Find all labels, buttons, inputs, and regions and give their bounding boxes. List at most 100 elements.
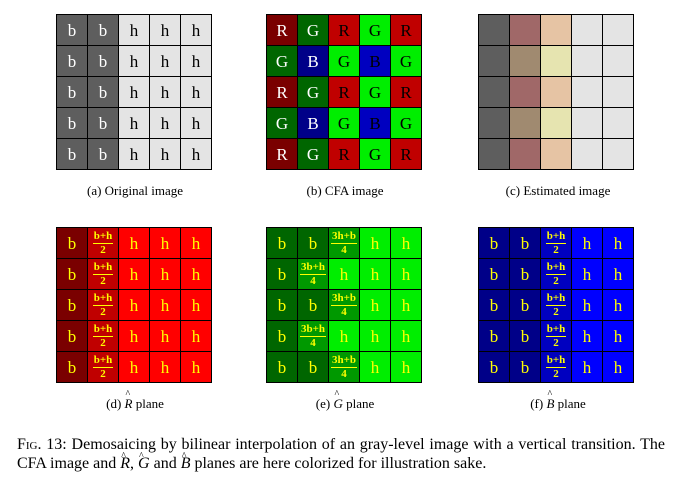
panel-b-cell: B	[298, 46, 329, 77]
panel-e-grid: b b 3h+b 4 h h b 3b+h 4 h h h b b 3h+b 4 h h b 3b+h 4 h h h b b 3h…	[266, 227, 422, 383]
panel-f-cell: b	[479, 321, 510, 352]
panel-b-cell: G	[360, 77, 391, 108]
panel-c-cell	[510, 108, 541, 139]
fraction-numerator: 3b+h	[299, 322, 326, 337]
fraction-denominator: 2	[100, 243, 106, 256]
panel-b-cell: G	[360, 15, 391, 46]
panel-c-cell	[572, 139, 603, 170]
caption-c: (c) Estimated image	[505, 183, 611, 198]
caption-f-letter: B	[546, 389, 554, 412]
panel-d-cell: b+h 2	[88, 290, 119, 321]
panel-c-cell	[541, 46, 572, 77]
panel-c-cell	[479, 108, 510, 139]
panel-b-cell: R	[329, 15, 360, 46]
panel-a-cell: b	[57, 77, 88, 108]
panel-c-cell	[479, 46, 510, 77]
panel-d-cell: b	[57, 352, 88, 383]
fraction-value: b+h 2	[92, 322, 114, 349]
panel-c-cell	[510, 15, 541, 46]
panel-f-cell: h	[603, 228, 634, 259]
caption-e-suffix: plane	[342, 396, 375, 411]
panel-c-cell	[572, 46, 603, 77]
panel-a-cell: b	[88, 108, 119, 139]
panel-f-cell: h	[572, 259, 603, 290]
panel-a-cell: b	[88, 46, 119, 77]
panel-b-cell: B	[298, 108, 329, 139]
panel-a-cell: h	[181, 15, 212, 46]
panel-a-cell: h	[119, 108, 150, 139]
panel-d-cell: h	[119, 228, 150, 259]
fraction-denominator: 2	[553, 336, 559, 349]
fraction-denominator: 4	[341, 243, 347, 256]
panel-a-cell: b	[57, 139, 88, 170]
panel-a-cell: h	[119, 15, 150, 46]
figure-caption-r: R	[120, 447, 130, 473]
panel-d-cell: h	[181, 290, 212, 321]
panel-e-cell: 3h+b 4	[329, 290, 360, 321]
panel-e-cell: b	[267, 321, 298, 352]
fraction-denominator: 4	[341, 367, 347, 380]
fraction-numerator: b+h	[545, 260, 567, 275]
caption-e: (e) G plane	[235, 389, 455, 412]
panel-d-cell: h	[119, 352, 150, 383]
caption-f-prefix: (f)	[530, 396, 547, 411]
panel-c-cell	[510, 139, 541, 170]
panel-f-cell: b	[479, 290, 510, 321]
panel-d-cell: b+h 2	[88, 259, 119, 290]
figure-caption: Fig. 13: Demosaicing by bilinear interpo…	[17, 435, 665, 473]
panel-b-cell: R	[267, 15, 298, 46]
panel-a-cell: h	[150, 46, 181, 77]
panel-d-cell: h	[181, 321, 212, 352]
panel-e-cell: h	[360, 228, 391, 259]
panel-e-cell: b	[298, 228, 329, 259]
caption-b: (b) CFA image	[306, 183, 384, 198]
panel-e-cell: 3h+b 4	[329, 352, 360, 383]
panel-f-grid: b b b+h 2 h h b b b+h 2 h h b b b+h 2 h h b b b+h 2 h h b b b+h 2 h h	[478, 227, 634, 383]
panel-d-cell: h	[150, 259, 181, 290]
panel-b-cell: R	[391, 139, 422, 170]
fraction-value: 3h+b 4	[330, 292, 357, 318]
panel-f-cell: b	[479, 228, 510, 259]
fraction-numerator: b+h	[545, 229, 567, 244]
panel-b-cell: G	[329, 108, 360, 139]
panel-b-cell: R	[329, 139, 360, 170]
caption-f: (f) B plane	[448, 389, 668, 412]
panel-a-cell: b	[57, 46, 88, 77]
panel-f-cell: h	[572, 290, 603, 321]
panel-a-cell: b	[57, 108, 88, 139]
fraction-numerator: b+h	[92, 260, 114, 275]
panel-c-cell	[572, 108, 603, 139]
panel-a-cell: h	[181, 139, 212, 170]
fraction-denominator: 2	[553, 243, 559, 256]
panel-f-cell: b+h 2	[541, 352, 572, 383]
panel-e-cell: h	[360, 259, 391, 290]
panel-f-cell: b+h 2	[541, 290, 572, 321]
panel-e-cell: 3h+b 4	[329, 228, 360, 259]
panel-a-cell: h	[119, 46, 150, 77]
panel-e-cell: h	[360, 290, 391, 321]
panel-a-cell: h	[119, 77, 150, 108]
caption-d-suffix: plane	[132, 396, 164, 411]
panel-d-cell: b+h 2	[88, 352, 119, 383]
panel-e-cell: h	[391, 352, 422, 383]
panel-b-cell: G	[329, 46, 360, 77]
panel-b-cell: G	[267, 46, 298, 77]
panel-e-cell: 3b+h 4	[298, 321, 329, 352]
fraction-value: b+h 2	[545, 229, 567, 256]
fraction-denominator: 4	[310, 336, 316, 349]
panel-e-cell: h	[391, 290, 422, 321]
fraction-numerator: b+h	[92, 322, 114, 337]
fraction-value: b+h 2	[92, 292, 114, 318]
panel-e-cell: h	[329, 259, 360, 290]
panel-d-cell: h	[181, 259, 212, 290]
panel-a-cell: h	[150, 108, 181, 139]
panel-c-cell	[510, 46, 541, 77]
panel-f-cell: h	[572, 352, 603, 383]
panel-f-cell: b	[510, 259, 541, 290]
fraction-numerator: b+h	[545, 291, 567, 306]
panel-d-cell: h	[119, 259, 150, 290]
figure-label: Fig. 13:	[17, 436, 67, 453]
panel-d-grid: b b+h 2 h h h b b+h 2 h h h b b+h 2 h h h b b+h 2 h h h b b+h 2 h h h	[56, 227, 212, 383]
panel-e-cell: b	[298, 290, 329, 321]
panel-b-cell: G	[298, 15, 329, 46]
